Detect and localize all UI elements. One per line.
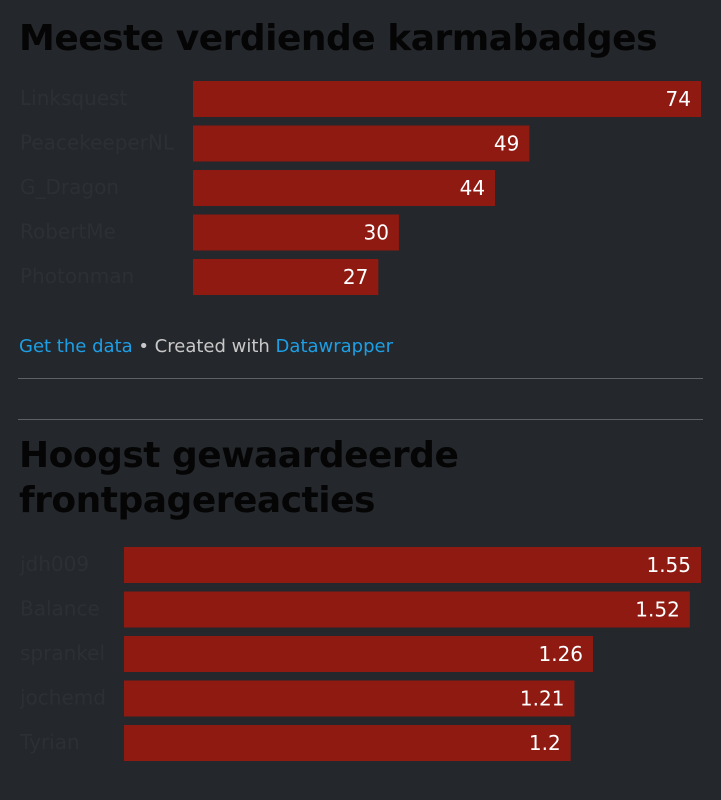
category-label: Balance [20,597,100,621]
category-label: jdh009 [19,552,89,576]
bar [124,725,571,761]
chart-footer: Get the data • Created with Datawrapper [19,334,393,360]
datawrapper-link[interactable]: Datawrapper [275,336,394,357]
category-label: Tyrian [19,730,80,754]
category-label: G_Dragon [20,175,119,199]
value-label: 1.55 [646,553,691,577]
chart-title: Hoogst gewaardeerde frontpagereacties [19,435,459,521]
bar [124,591,690,628]
category-label: Linksquest [20,86,127,110]
section-divider [18,378,703,379]
value-label: 30 [363,221,388,245]
bar [124,636,594,672]
bar [193,81,701,117]
bar-chart-frontpagereacties: jdh009 1.55 Balance 1.52 sprankel 1.26 jochemd… [19,547,701,761]
category-label: sprankel [20,641,105,665]
value-label: 49 [494,132,519,156]
value-label: 44 [460,176,485,200]
value-label: 74 [666,87,691,111]
chart-title: Meeste verdiende karmabadges [19,18,658,59]
bar [193,170,496,206]
section-divider [18,419,703,420]
value-label: 1.2 [529,731,561,755]
bar-chart-karmabadges: Linksquest 74 PeacekeeperNL 49 G_Dragon 44 Rob… [20,81,701,295]
get-the-data-link[interactable]: Get the data [19,336,133,357]
bar [124,680,575,717]
category-label: PeacekeeperNL [20,131,175,155]
value-label: 27 [343,265,368,289]
bar [193,125,530,162]
value-label: 1.21 [520,687,565,711]
category-label: jochemd [19,686,106,710]
bar [124,547,701,583]
category-label: RobertMe [20,220,116,244]
value-label: 1.52 [635,598,680,622]
bar [193,214,399,251]
value-label: 1.26 [539,642,584,666]
bar [193,259,379,295]
created-with-text: • Created with [132,336,276,357]
category-label: Photonman [20,264,134,288]
